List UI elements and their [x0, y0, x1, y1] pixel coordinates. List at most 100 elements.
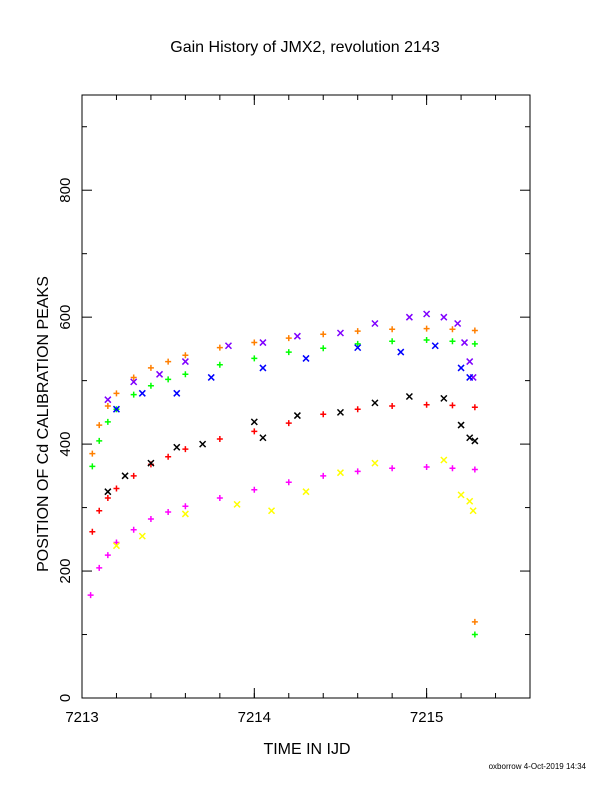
- data-point: [96, 437, 103, 444]
- data-point: [87, 592, 94, 599]
- data-point: [471, 466, 478, 473]
- data-point: [471, 437, 479, 445]
- data-point: [182, 352, 189, 359]
- data-point: [268, 507, 276, 515]
- data-point: [471, 404, 478, 411]
- y-tick-label: 800: [57, 178, 74, 203]
- data-point: [293, 412, 301, 420]
- x-axis-label: TIME IN IJD: [263, 741, 350, 758]
- data-point: [354, 468, 361, 475]
- data-point: [457, 364, 465, 372]
- data-point: [147, 382, 154, 389]
- data-point: [233, 500, 241, 508]
- data-point: [354, 340, 361, 347]
- data-point: [251, 339, 258, 346]
- data-point: [130, 374, 137, 381]
- data-point: [336, 469, 344, 477]
- data-point: [469, 507, 477, 515]
- data-point: [182, 446, 189, 453]
- data-point: [165, 509, 172, 516]
- data-point: [138, 532, 146, 540]
- data-point: [354, 344, 362, 352]
- data-point: [471, 631, 478, 638]
- data-point: [104, 488, 112, 496]
- data-point: [147, 364, 154, 371]
- series-0: [89, 325, 478, 457]
- data-point: [216, 344, 223, 351]
- data-point: [147, 459, 155, 467]
- data-point: [224, 342, 232, 350]
- data-point: [259, 364, 267, 372]
- data-point: [96, 422, 103, 429]
- data-point: [112, 405, 120, 413]
- series-6: [87, 463, 478, 599]
- data-point: [130, 526, 137, 533]
- data-point: [130, 472, 137, 479]
- x-tick-label: 7213: [65, 709, 98, 726]
- data-point: [285, 420, 292, 427]
- data-point: [173, 443, 181, 451]
- data-point: [285, 479, 292, 486]
- data-point: [112, 542, 120, 550]
- data-point: [207, 373, 215, 381]
- data-point: [371, 319, 379, 328]
- data-point: [96, 507, 103, 514]
- data-point: [165, 453, 172, 460]
- data-point: [440, 394, 448, 402]
- data-point: [449, 338, 456, 345]
- data-point: [251, 486, 258, 493]
- series-2: [89, 337, 478, 470]
- data-point: [216, 495, 223, 502]
- data-point: [457, 491, 465, 499]
- data-point: [285, 349, 292, 356]
- x-tick-label: 7214: [238, 709, 271, 726]
- data-point: [457, 421, 465, 429]
- data-point: [182, 371, 189, 378]
- data-point: [405, 392, 413, 401]
- axes: 7213 7214 7215 0 200 400 600 800: [57, 95, 531, 726]
- data-point: [389, 338, 396, 345]
- data-point: [320, 472, 327, 479]
- data-point: [121, 472, 129, 480]
- data-point: [454, 319, 462, 328]
- data-point: [423, 325, 430, 332]
- data-point: [336, 329, 344, 337]
- data-point: [320, 345, 327, 352]
- data-point: [113, 485, 120, 492]
- data-point: [449, 326, 456, 333]
- data-point: [423, 310, 431, 318]
- data-point: [104, 495, 111, 502]
- data-point: [471, 618, 478, 625]
- data-point: [156, 370, 164, 378]
- series-3: [112, 342, 474, 413]
- plot-frame: [81, 94, 531, 699]
- series-1: [104, 310, 477, 404]
- data-point: [423, 337, 430, 344]
- y-tick-label: 600: [57, 305, 74, 330]
- data-point: [251, 428, 258, 435]
- y-tick-label: 200: [57, 559, 74, 584]
- data-point: [113, 390, 120, 397]
- data-point: [104, 403, 111, 410]
- data-point: [130, 378, 138, 386]
- data-point: [173, 389, 181, 397]
- x-tick-label: 7215: [410, 709, 443, 726]
- data-point: [371, 399, 379, 407]
- data-point: [449, 402, 456, 409]
- y-axis-label: POSITION OF Cd CALIBRATION PEAKS: [35, 276, 52, 572]
- data-point: [96, 564, 103, 571]
- data-point: [320, 331, 327, 338]
- y-tick-label: 0: [57, 694, 74, 702]
- data-point: [354, 328, 361, 335]
- data-point: [423, 463, 430, 470]
- data-point: [466, 434, 474, 442]
- data-point: [405, 313, 413, 321]
- series-4: [89, 401, 478, 535]
- data-point: [113, 539, 120, 546]
- y-tick-label: 400: [57, 432, 74, 457]
- data-point: [285, 335, 292, 342]
- data-point: [104, 552, 111, 559]
- data-point: [104, 418, 111, 425]
- data-point: [182, 503, 189, 510]
